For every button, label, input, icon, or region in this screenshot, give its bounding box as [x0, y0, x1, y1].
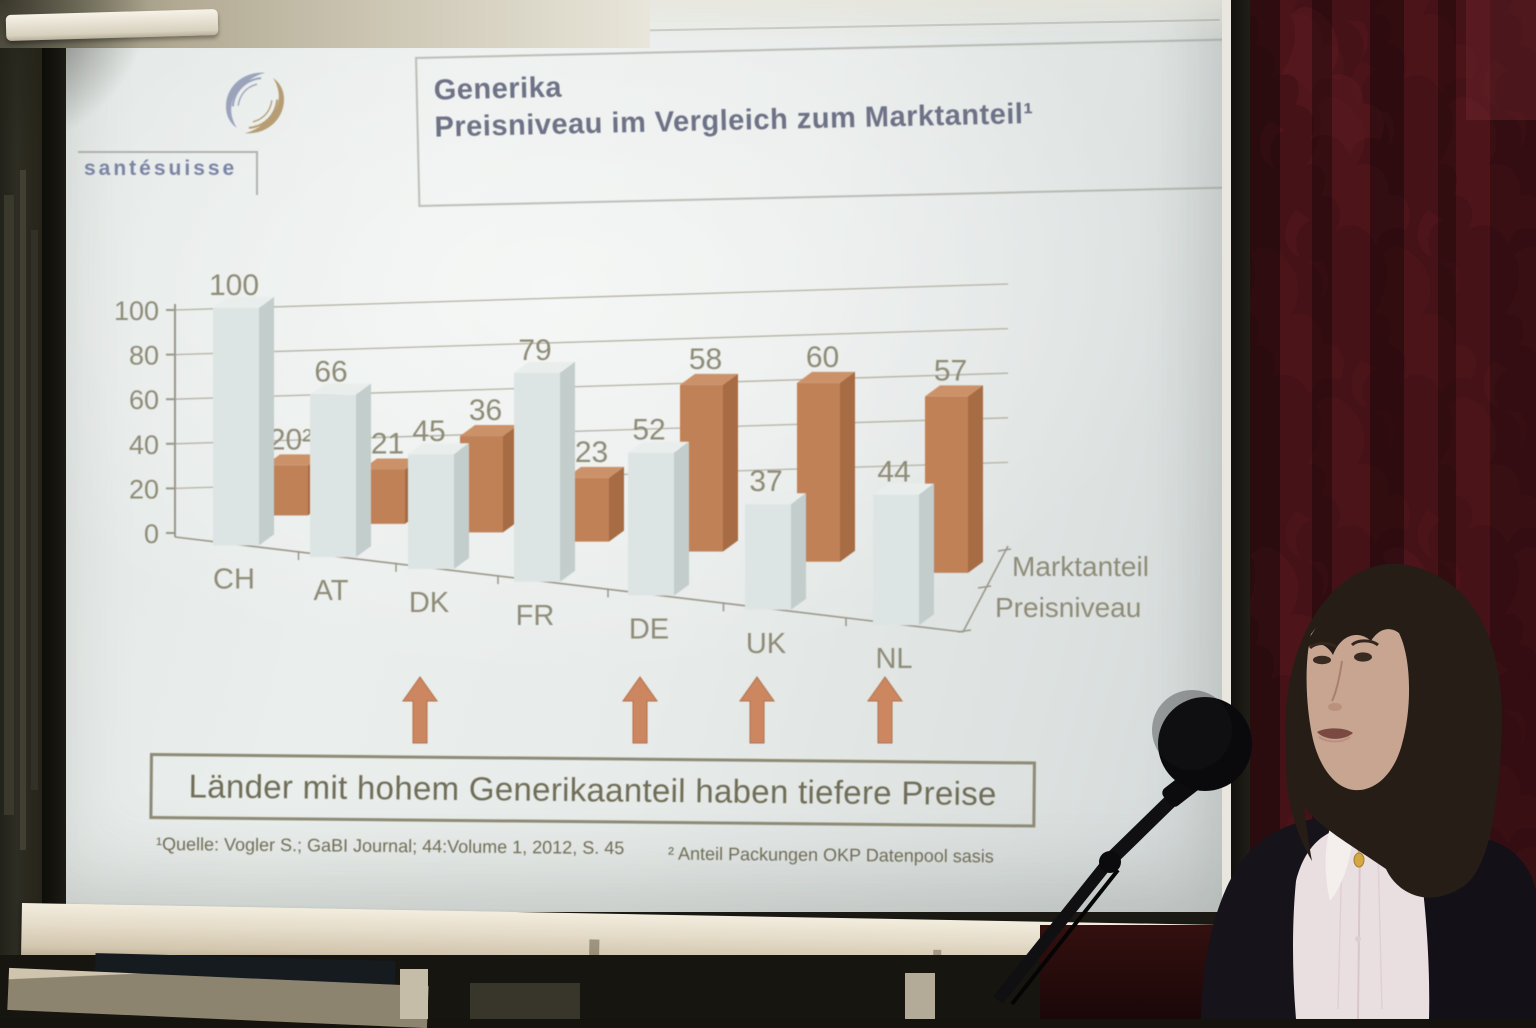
bar-value-label: 44 [877, 456, 910, 489]
y-tick-label: 20 [129, 474, 159, 504]
window-pane [31, 230, 38, 790]
eyebrow-right [1350, 639, 1379, 647]
y-tick-label: 60 [129, 385, 159, 415]
up-arrow-icon [402, 676, 438, 744]
brand-rule-vertical [256, 151, 258, 195]
brand-wordmark: santésuisse [84, 157, 238, 180]
up-arrow-icon [739, 676, 775, 744]
gridline [174, 283, 1009, 311]
bar-value-label: 37 [749, 465, 782, 498]
window-pane [20, 170, 26, 850]
screen-left-edge [42, 48, 66, 908]
bar-value-label: 66 [314, 356, 347, 389]
santesuisse-logo-icon [225, 72, 285, 134]
bar-value-label: 100 [209, 269, 259, 302]
category-label-dk: DK [409, 587, 450, 619]
bar-chart-3d: 0 20 40 60 80 100 20² 21 36 23 58 60 57 100 66 45 79 52 37… [114, 269, 1149, 744]
eye-right [1354, 652, 1372, 662]
necklace-pendant [1353, 852, 1365, 868]
y-tick-label: 40 [129, 430, 159, 460]
bar-preisniveau-UK [745, 493, 806, 610]
bar-value-label: 79 [518, 334, 551, 367]
up-arrow-icon [867, 676, 903, 744]
bar-preisniveau-DE [628, 441, 689, 596]
slide: santésuisse Generika Preisniveau im Verg… [70, 10, 1234, 904]
category-label-at: AT [314, 575, 349, 607]
series-axis-tick [997, 548, 1012, 552]
bar-value-label: 21 [371, 428, 404, 461]
conclusion-box: Länder mit hohem Generikaanteil haben ti… [149, 753, 1036, 828]
bar-value-label: 58 [689, 343, 722, 376]
bar-value-label: 20² [269, 423, 312, 456]
bar-marktanteil-DE [680, 373, 738, 552]
microphone [993, 690, 1252, 1006]
y-tick-label: 0 [144, 519, 159, 549]
bar-preisniveau-NL [873, 483, 934, 626]
eyebrow-left [1308, 641, 1337, 650]
legend-preisniveau: Preisniveau [995, 592, 1141, 623]
category-label-uk: UK [746, 628, 787, 660]
window-frame [0, 0, 42, 1019]
mic-clamp [1099, 851, 1121, 873]
bar-value-label: 52 [632, 414, 665, 447]
category-label-nl: NL [875, 643, 912, 675]
series-axis-tick [977, 585, 992, 589]
mic-foam-head [1158, 697, 1252, 791]
category-label-fr: FR [516, 600, 555, 632]
series-axis [962, 545, 1009, 633]
mouth [1317, 728, 1353, 739]
conclusion-text: Länder mit hohem Generikaanteil haben ti… [188, 767, 997, 813]
category-label-de: DE [629, 614, 669, 646]
bar-preisniveau-DK [408, 443, 469, 569]
eye-left [1313, 655, 1331, 665]
bar-value-label: 36 [469, 394, 502, 427]
gridline [174, 372, 1009, 400]
face [1306, 609, 1410, 791]
y-tick-label: 100 [114, 296, 159, 326]
series-axis-tick [957, 629, 972, 633]
bar-value-label: 23 [575, 436, 608, 469]
table-leg [905, 973, 935, 1019]
presenter [1201, 563, 1536, 1019]
category-label-ch: CH [213, 563, 255, 595]
table-leg [400, 969, 428, 1019]
footnote-source: ¹Quelle: Vogler S.; GaBI Journal; 44:Vol… [155, 833, 625, 859]
cabinet-panel [470, 983, 580, 1019]
brand-rule-horizontal [78, 151, 256, 153]
bar-preisniveau-CH [213, 296, 274, 546]
nose [1331, 660, 1343, 702]
legend-marktanteil: Marktanteil [1012, 551, 1149, 582]
bar-preisniveau-FR [514, 361, 575, 582]
furniture-area [0, 953, 1060, 1028]
x-axis [174, 536, 964, 633]
bar-value-label: 57 [934, 354, 967, 387]
screen-right-border [1222, 0, 1232, 930]
bar-value-label: 60 [806, 341, 839, 374]
gridline [174, 327, 1009, 356]
hair-fringe [1304, 604, 1408, 655]
window-pane [4, 195, 14, 815]
up-arrow-icon [622, 676, 658, 744]
y-tick-label: 80 [129, 341, 159, 371]
bar-preisniveau-AT [310, 383, 371, 558]
bar-value-label: 45 [412, 415, 445, 448]
